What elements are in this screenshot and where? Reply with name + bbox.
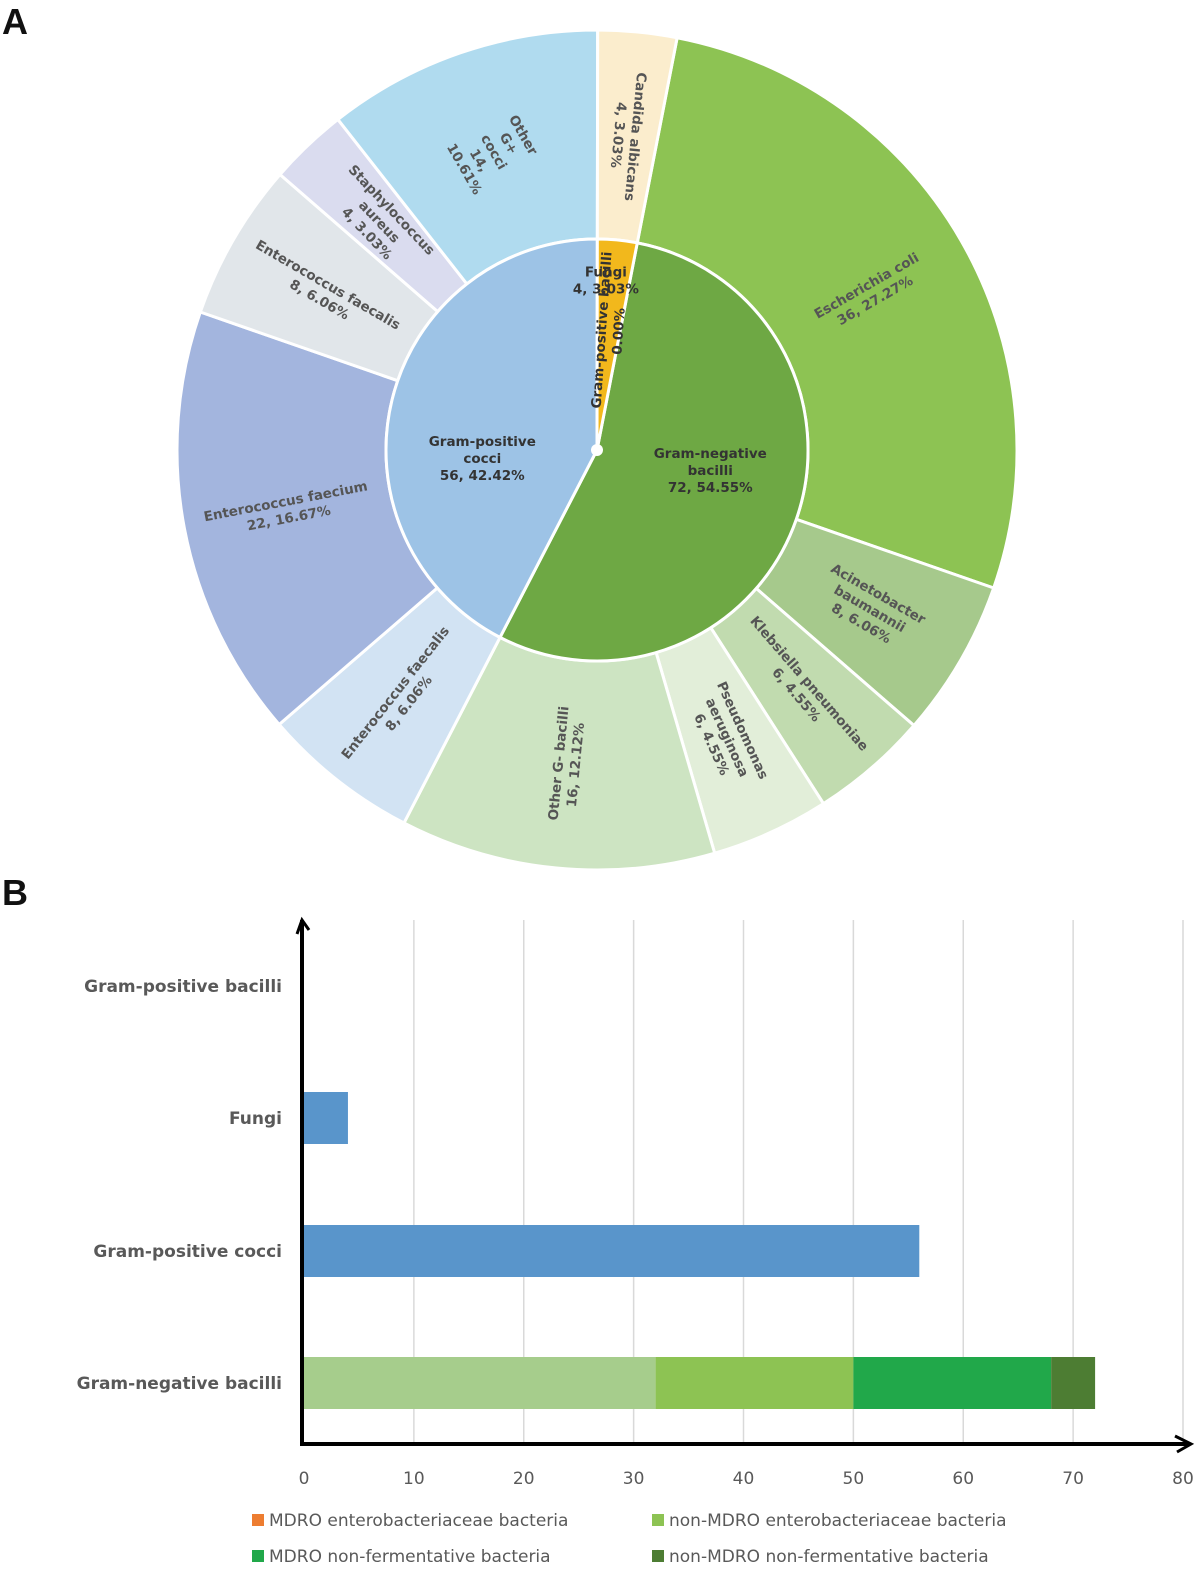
inner-slice-gram-negative-bacilli bbox=[497, 241, 810, 663]
bar-gram-negative-bacilli-segment-3 bbox=[853, 1357, 1052, 1409]
bar-gram-positive-cocci-segment-1 bbox=[304, 1225, 920, 1277]
x-tick-label-80: 80 bbox=[1172, 1469, 1194, 1489]
bar-chart: Gram-negative bacilli Gram-positive cocci… bbox=[77, 916, 1195, 1567]
panel-b-label: B bbox=[2, 872, 28, 913]
bar-fungi-segment-1 bbox=[304, 1092, 348, 1144]
x-tick-label-70: 70 bbox=[1062, 1469, 1084, 1489]
legend-label-non-mdro-non-fermentative-bacteria: non-MDRO non-fermentative bacteria bbox=[669, 1547, 989, 1567]
inner-slice-gram-positive-cocci bbox=[384, 237, 599, 640]
x-tick-label-40: 40 bbox=[733, 1469, 755, 1489]
legend-swatch-non-mdro-enterobacteriaceae-bacteria bbox=[652, 1514, 664, 1526]
x-tick-label-20: 20 bbox=[513, 1469, 535, 1489]
bar-gram-negative-bacilli-segment-4 bbox=[1051, 1357, 1096, 1409]
legend-swatch-mdro-enterobacteriaceae-bacteria bbox=[252, 1514, 264, 1526]
category-label-gram-positive-bacilli: Gram-positive bacilli bbox=[84, 977, 282, 997]
inner-label-gram-negative-bacilli: Gram-negative bacilli 72, 54.55% bbox=[654, 446, 767, 496]
legend-label-non-mdro-enterobacteriaceae-bacteria: non-MDRO enterobacteriaceae bacteria bbox=[669, 1511, 1007, 1531]
bar-gram-negative-bacilli-segment-1 bbox=[304, 1357, 656, 1409]
inner-slice-fungi bbox=[595, 237, 640, 451]
legend-swatch-mdro-non-fermentative-bacteria bbox=[252, 1550, 264, 1562]
x-tick-label-0: 0 bbox=[299, 1469, 310, 1489]
sunburst-chart: Escherichia coli36, 27.27%Acinetobacterb… bbox=[175, 28, 1019, 872]
x-tick-label-60: 60 bbox=[952, 1469, 974, 1489]
inner-label-gram-positive-cocci: Gram-positive cocci 56, 42.42% bbox=[429, 434, 536, 484]
category-label-gram-positive-cocci: Gram-positive cocci bbox=[93, 1242, 282, 1262]
category-label-gram-negative-bacilli: Gram-negative bacilli bbox=[77, 1374, 282, 1394]
x-tick-label-10: 10 bbox=[403, 1469, 425, 1489]
category-label-fungi: Fungi bbox=[229, 1109, 282, 1129]
x-tick-label-30: 30 bbox=[623, 1469, 645, 1489]
x-axis-arrow bbox=[1174, 1434, 1195, 1454]
bar-gram-negative-bacilli-segment-2 bbox=[655, 1357, 854, 1409]
inner-label-fungi: Fungi 4, 3.03% bbox=[573, 265, 640, 298]
panel-a-label: A bbox=[2, 1, 28, 42]
x-tick-label-50: 50 bbox=[843, 1469, 865, 1489]
legend-label-mdro-enterobacteriaceae-bacteria: MDRO enterobacteriaceae bacteria bbox=[269, 1511, 568, 1531]
legend-label-mdro-non-fermentative-bacteria: MDRO non-fermentative bacteria bbox=[269, 1547, 551, 1567]
center-dot bbox=[591, 444, 603, 456]
legend-swatch-non-mdro-non-fermentative-bacteria bbox=[652, 1550, 664, 1562]
y-axis-arrow bbox=[295, 916, 311, 935]
